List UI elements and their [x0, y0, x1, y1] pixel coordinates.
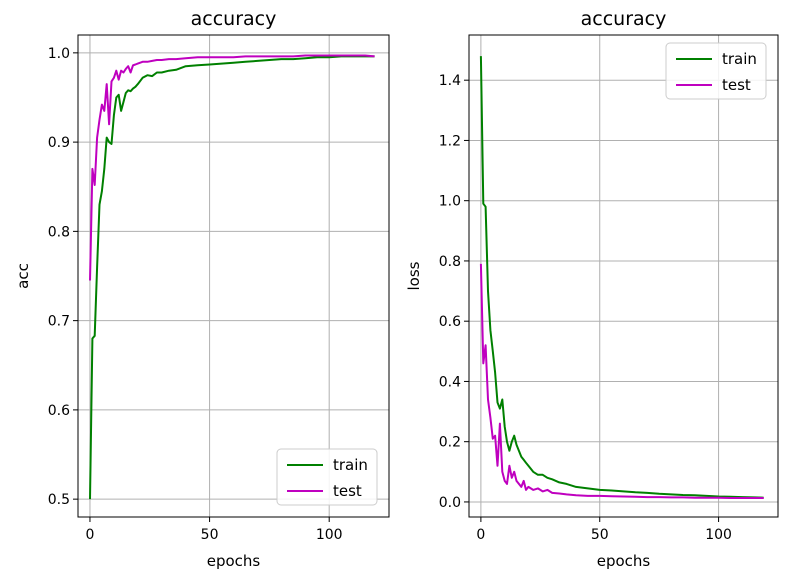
y-axis-label: loss	[405, 261, 423, 290]
plot-frame	[468, 34, 779, 518]
y-tick-label: 0.2	[439, 435, 461, 451]
y-tick-label: 0.4	[439, 374, 461, 390]
legend: train test	[665, 42, 767, 100]
x-tick-label: 100	[705, 527, 732, 543]
x-tick-label: 0	[476, 527, 485, 543]
y-tick-label: 0.5	[48, 492, 70, 508]
series-line-test	[479, 263, 764, 499]
y-axis-label: acc	[14, 263, 32, 289]
x-tick-label: 50	[201, 527, 219, 543]
legend-label-train: train	[333, 456, 368, 474]
chart-title: accuracy	[581, 8, 667, 30]
y-tick-label: 1.0	[439, 194, 461, 210]
series-line-train	[89, 55, 375, 500]
y-tick-label: 1.0	[48, 46, 70, 62]
legend-label-test: test	[333, 482, 362, 500]
y-tick-label: 0.6	[439, 314, 461, 330]
y-tick-label: 0.7	[48, 314, 70, 330]
chart-2: 0 50 100 0.0 0.2 0.4 0.6 0.8 1.0 1.2 1.4 accuracy ep…	[405, 8, 779, 570]
legend: train test	[276, 448, 378, 506]
legend-label-test: test	[722, 76, 751, 94]
x-tick-label: 100	[316, 527, 343, 543]
y-tick-label: 0.6	[48, 403, 70, 419]
x-tick-label: 50	[591, 527, 609, 543]
plot-frame	[77, 34, 390, 518]
series-line-train	[479, 56, 764, 499]
y-tick-label: 0.9	[48, 135, 70, 151]
y-tick-label: 0.8	[48, 224, 70, 240]
chart-title: accuracy	[191, 8, 277, 30]
y-tick-label: 1.2	[439, 133, 461, 149]
series-line-test	[89, 54, 375, 281]
y-tick-label: 0.0	[439, 495, 461, 511]
y-tick-label: 1.4	[439, 73, 461, 89]
x-axis-label: epochs	[207, 552, 261, 570]
chart-1: 0 50 100 0.5 0.6 0.7 0.8 0.9 1.0 accuracy epochs ac…	[14, 8, 390, 570]
legend-label-train: train	[722, 50, 757, 68]
x-tick-label: 0	[86, 527, 95, 543]
y-tick-label: 0.8	[439, 254, 461, 270]
x-axis-label: epochs	[597, 552, 651, 570]
